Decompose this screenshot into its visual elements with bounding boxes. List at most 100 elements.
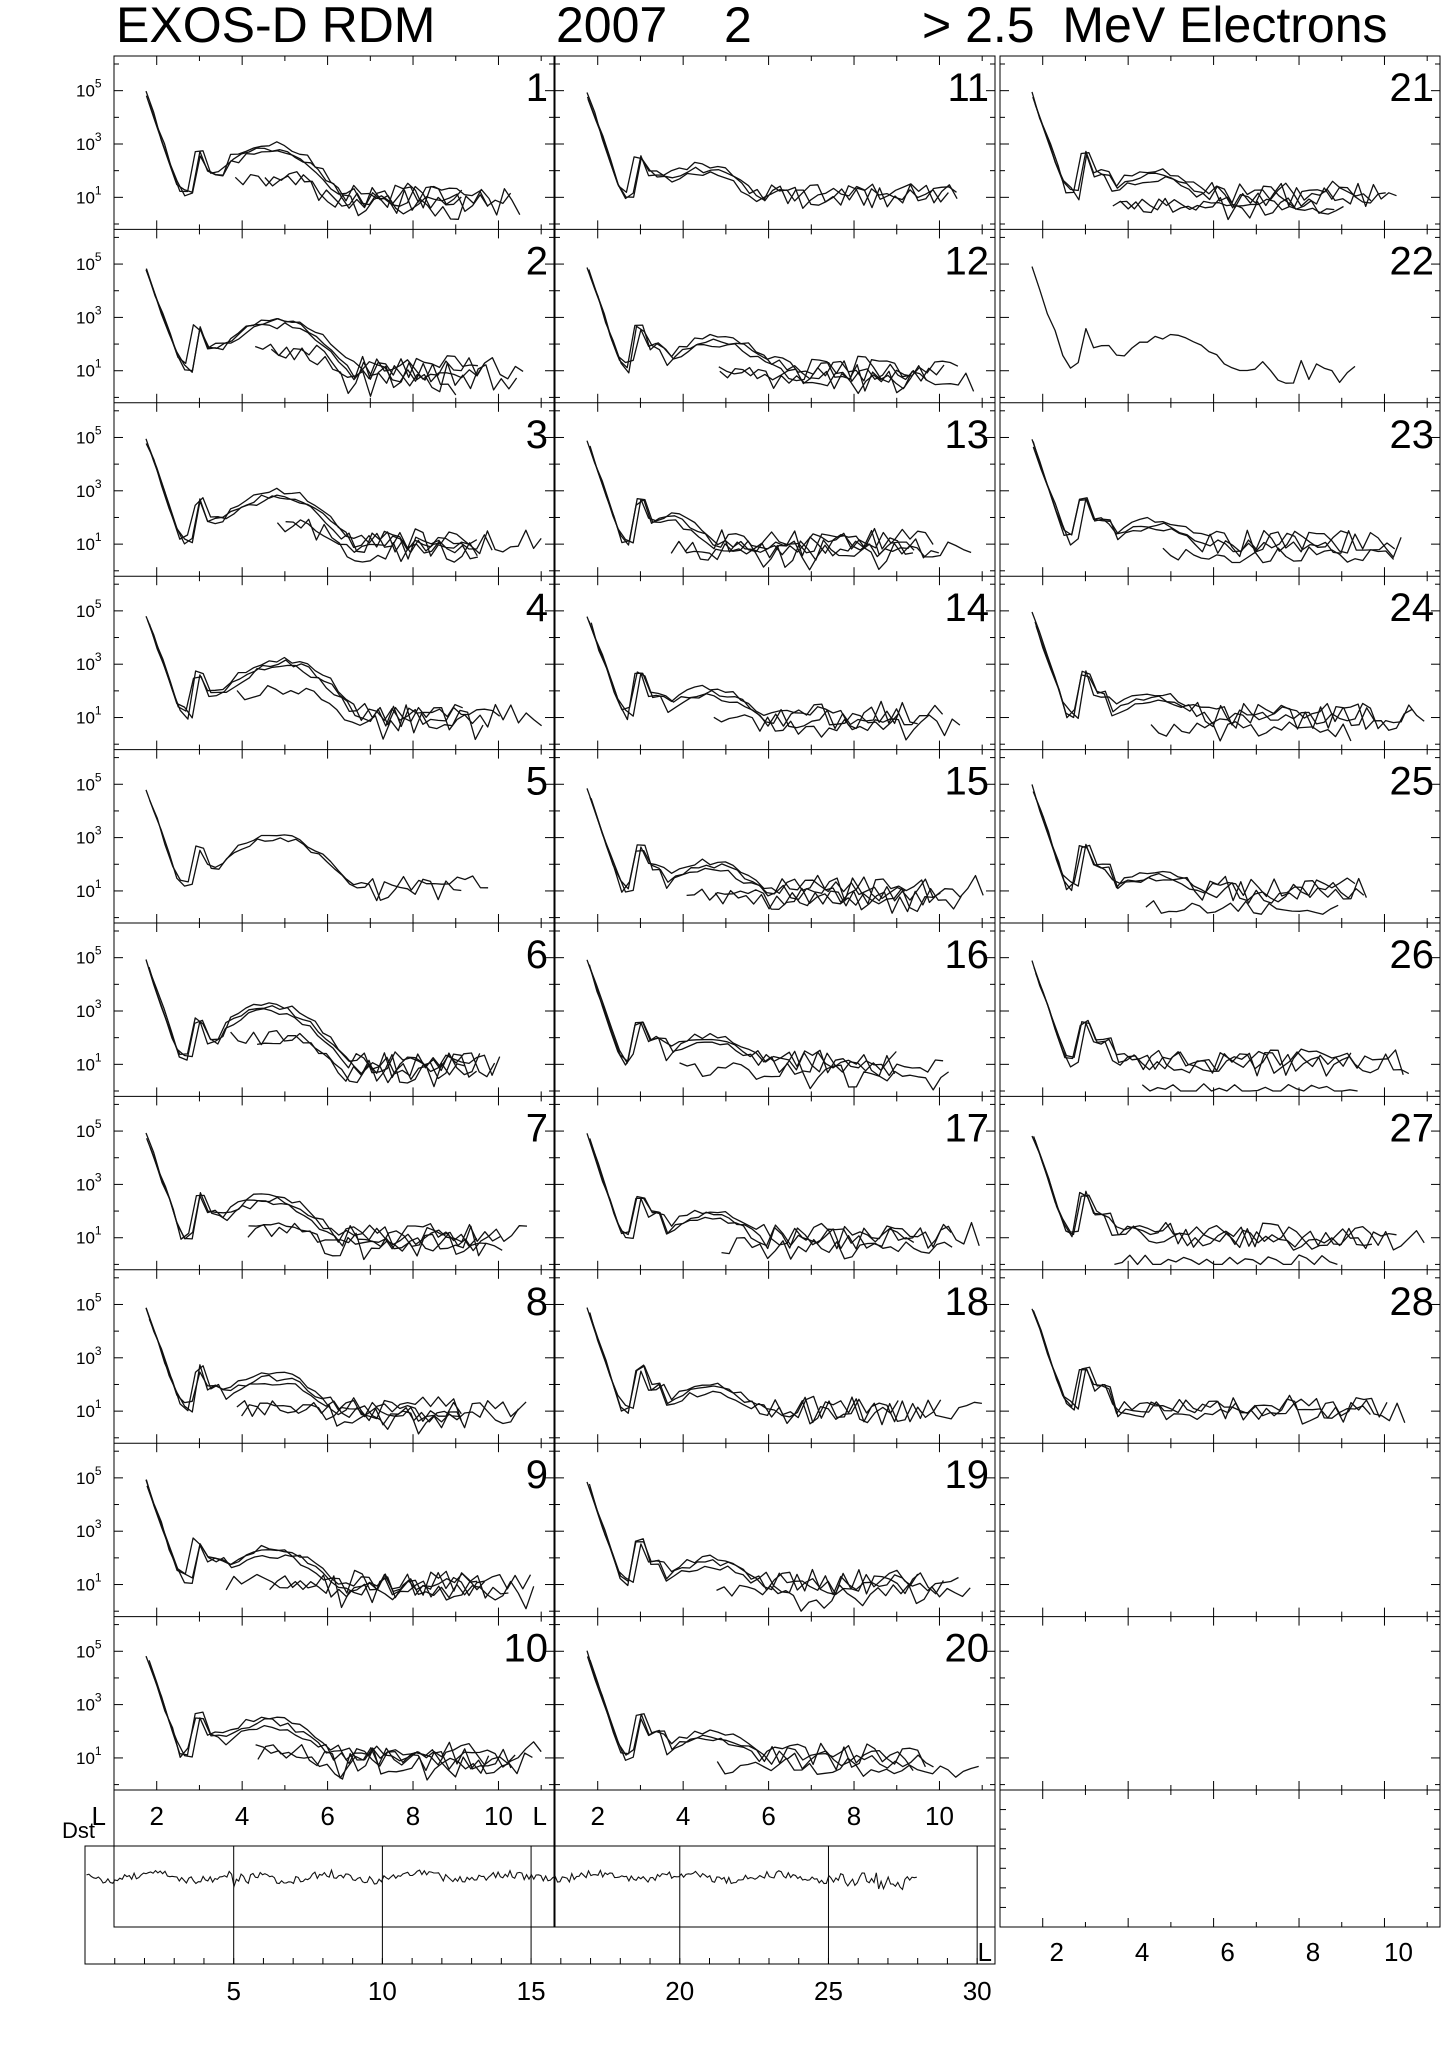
electron-flux-line <box>589 1316 899 1424</box>
y-tick-exponent: 5 <box>95 597 102 611</box>
electron-flux-line <box>1033 967 1404 1077</box>
electron-flux-line <box>145 1307 462 1422</box>
y-tick-label: 101 <box>76 1050 102 1074</box>
electron-flux-line <box>679 1062 949 1091</box>
electron-flux-line <box>248 1222 503 1261</box>
day-label: 22 <box>1390 239 1435 283</box>
y-tick-label: 101 <box>76 1397 102 1421</box>
y-tick-exponent: 5 <box>95 1637 102 1651</box>
day-label: 3 <box>526 413 548 457</box>
day-label: 11 <box>947 66 989 110</box>
x-tick-label: 4 <box>676 1801 690 1831</box>
electron-flux-line <box>586 959 896 1077</box>
electron-flux-line <box>1032 1310 1388 1425</box>
y-tick-label: 103 <box>76 1344 102 1368</box>
electron-flux-line <box>589 1487 944 1596</box>
y-tick-exponent: 5 <box>95 250 102 264</box>
y-tick-exponent: 5 <box>95 77 102 91</box>
x-tick-label: 4 <box>235 1801 249 1831</box>
dst-x-tick-label: 10 <box>368 1976 397 2006</box>
title-instrument: EXOS-D RDM <box>116 0 436 53</box>
x-tick-label: 6 <box>320 1801 334 1831</box>
x-tick-label: 10 <box>1384 1937 1413 1967</box>
dst-x-tick-label: 20 <box>665 1976 694 2006</box>
y-tick-label: 103 <box>76 650 102 674</box>
electron-flux-line <box>716 1584 971 1612</box>
x-tick-label: 4 <box>1135 1937 1149 1967</box>
electron-flux-line <box>587 98 958 206</box>
y-tick-label: 101 <box>76 704 102 728</box>
day-label: 15 <box>945 760 990 804</box>
electron-flux-line <box>1035 973 1352 1074</box>
y-tick-label: 101 <box>76 183 102 207</box>
y-tick-label: 105 <box>76 1637 102 1661</box>
electron-flux-line <box>716 1757 979 1778</box>
electron-flux-line <box>1034 103 1397 209</box>
y-tick-label: 105 <box>76 597 102 621</box>
y-tick-exponent: 3 <box>95 650 102 664</box>
electron-flux-line <box>1032 96 1372 209</box>
electron-flux-line <box>1031 784 1356 903</box>
y-tick-label: 105 <box>76 944 102 968</box>
electron-flux-line <box>1034 1139 1397 1250</box>
x-axis-label: L <box>978 1937 992 1967</box>
dst-panel: Dst 5 10 15 20 25 30 <box>62 1818 996 2006</box>
y-tick-exponent: 3 <box>95 477 102 491</box>
electron-flux-line <box>1112 196 1344 221</box>
electron-flux-line <box>1031 1308 1371 1419</box>
electron-flux-line <box>586 440 934 557</box>
y-tick-exponent: 1 <box>95 1571 102 1585</box>
electron-flux-line <box>1035 797 1368 900</box>
x-tick-label: 10 <box>925 1801 954 1831</box>
electron-flux-line <box>145 789 462 902</box>
y-tick-exponent: 3 <box>95 824 102 838</box>
electron-flux-line <box>1034 621 1413 731</box>
electron-flux-line <box>148 623 543 731</box>
electron-flux-line <box>1031 266 1356 384</box>
x-tick-label: 2 <box>1049 1937 1063 1967</box>
day-label: 1 <box>526 66 548 110</box>
electron-flux-line <box>588 620 944 730</box>
day-label: 24 <box>1390 586 1435 630</box>
y-tick-exponent: 3 <box>95 997 102 1011</box>
x-tick-label: 6 <box>761 1801 775 1831</box>
electron-flux-line <box>1114 1254 1338 1266</box>
day-label: 17 <box>945 1106 990 1150</box>
day-label: 7 <box>526 1106 548 1150</box>
x-tick-label: 6 <box>1220 1937 1234 1967</box>
electron-flux-line <box>230 1029 477 1084</box>
dst-frame <box>84 1845 996 1965</box>
dst-x-tick-label: 30 <box>963 1976 992 2006</box>
electron-flux-line <box>586 1307 942 1425</box>
y-tick-label: 105 <box>76 1117 102 1141</box>
electron-flux-line <box>719 367 975 395</box>
electron-flux-line <box>147 967 496 1078</box>
x-tick-label: 2 <box>149 1801 163 1831</box>
day-label: 6 <box>526 933 548 977</box>
electron-flux-line <box>589 796 906 900</box>
electron-flux-line <box>145 268 524 383</box>
electron-flux-line <box>589 1138 952 1249</box>
y-tick-exponent: 1 <box>95 877 102 891</box>
y-tick-label: 105 <box>76 1290 102 1314</box>
y-tick-label: 105 <box>76 77 102 101</box>
electron-flux-line <box>145 1138 501 1246</box>
y-tick-label: 105 <box>76 1464 102 1488</box>
y-tick-exponent: 5 <box>95 1290 102 1304</box>
electron-flux-line <box>684 538 939 568</box>
day-label: 2 <box>526 239 548 283</box>
electron-flux-line <box>586 96 957 209</box>
electron-flux-line <box>148 1660 542 1772</box>
y-tick-exponent: 5 <box>95 423 102 437</box>
day-label: 28 <box>1390 1280 1435 1324</box>
electron-flux-line <box>713 714 961 741</box>
dst-label: Dst <box>62 1818 95 1843</box>
day-label: 27 <box>1390 1106 1435 1150</box>
electron-flux-line <box>236 1400 460 1427</box>
electron-flux-line <box>1141 1083 1358 1092</box>
electron-flux-line <box>145 959 501 1079</box>
day-label: 9 <box>526 1453 548 1497</box>
day-label: 10 <box>504 1627 549 1671</box>
y-tick-exponent: 1 <box>95 1050 102 1064</box>
title-month: 2 <box>724 0 752 53</box>
